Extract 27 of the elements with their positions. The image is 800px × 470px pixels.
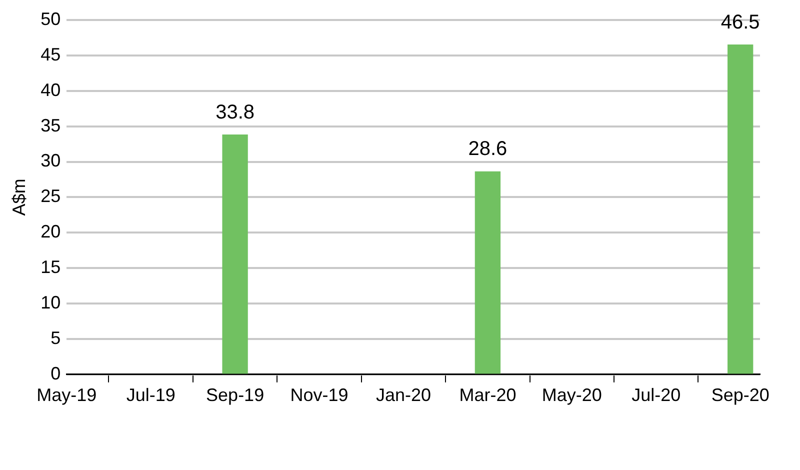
y-tick-label: 5 [50, 328, 61, 348]
bar [222, 134, 248, 374]
x-tick-label: Mar-20 [459, 385, 516, 406]
data-label: 46.5 [720, 11, 760, 34]
data-label: 33.8 [216, 101, 255, 124]
x-tick-label: Jan-20 [376, 385, 432, 406]
y-axis-title: A$m [8, 178, 29, 216]
data-label: 28.6 [468, 138, 508, 160]
y-tick-label: 40 [40, 80, 61, 100]
bar [728, 44, 754, 374]
x-tick-label: Jul-20 [632, 385, 681, 406]
x-tick-label: Sep-19 [206, 385, 264, 406]
y-tick-label: 10 [40, 292, 61, 312]
x-tick-label: May-19 [36, 385, 97, 406]
y-tick-label: 30 [40, 150, 61, 171]
y-tick-label: 45 [40, 44, 61, 64]
y-tick-label: 25 [40, 186, 61, 206]
y-tick-label: 0 [50, 363, 61, 384]
y-tick-label: 20 [40, 222, 61, 242]
y-tick-label: 50 [40, 8, 61, 29]
bar [474, 171, 501, 374]
x-tick-label: Sep-20 [711, 385, 770, 406]
y-tick-label: 15 [40, 257, 61, 278]
x-tick-label: May-20 [542, 385, 602, 406]
x-tick-label: Jul-19 [126, 385, 176, 406]
y-tick-label: 35 [40, 115, 61, 136]
x-tick-label: Nov-19 [290, 385, 348, 406]
